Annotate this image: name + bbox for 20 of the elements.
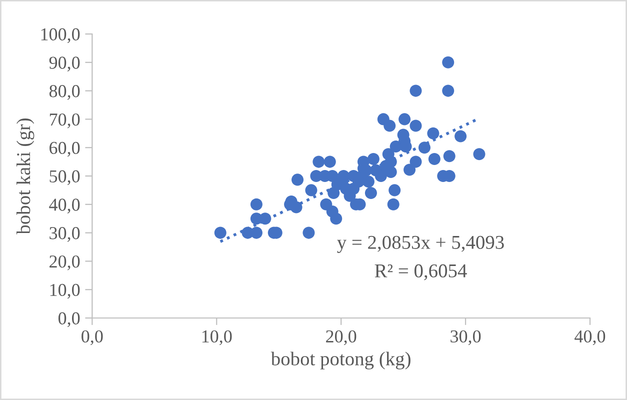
y-tick-label: 10,0 <box>50 284 80 299</box>
x-tick-label: 0,0 <box>82 330 103 346</box>
y-tick-label: 100,0 <box>41 28 80 44</box>
x-tick-label: 30,0 <box>450 330 481 346</box>
annotation: R² = 0,6054 <box>374 264 467 280</box>
y-tick-label: 0,0 <box>58 312 80 328</box>
x-tick-label: 10,0 <box>202 330 232 346</box>
x-axis-title: bobot potong (kg) <box>270 352 410 370</box>
annotation: y = 2,0853x + 5,4093 <box>337 236 504 253</box>
x-tick-label: 20,0 <box>326 330 356 346</box>
y-tick-label: 50,0 <box>50 170 80 186</box>
y-tick-label: 80,0 <box>49 85 80 100</box>
y-tick-label: 20,0 <box>50 255 80 270</box>
y-axis-title: bobot kaki (gr) <box>16 118 34 234</box>
y-tick-label: 90,0 <box>49 56 80 72</box>
y-tick-label: 40,0 <box>49 198 80 214</box>
x-tick-label: 40,0 <box>574 330 606 346</box>
y-tick-label: 60,0 <box>50 142 80 157</box>
y-tick-label: 30,0 <box>50 227 80 242</box>
y-tick-label: 70,0 <box>50 113 80 128</box>
